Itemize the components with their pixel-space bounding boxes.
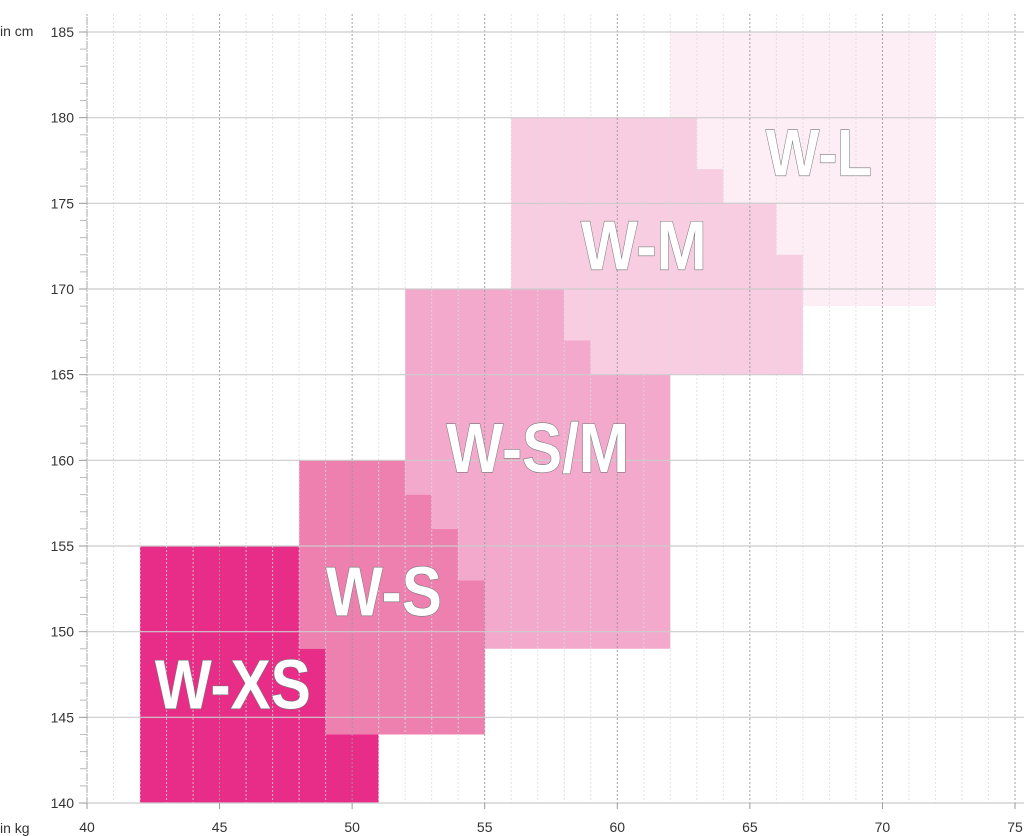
size-label-w-m: W-M xyxy=(581,206,707,284)
x-tick-label: 75 xyxy=(1007,819,1023,835)
region-w-s-m xyxy=(405,289,671,649)
region-w-xs xyxy=(140,546,379,803)
x-tick-label: 40 xyxy=(79,819,95,835)
region-w-m xyxy=(511,117,803,375)
y-tick-label: 165 xyxy=(51,367,75,383)
x-axis-label: in kg xyxy=(0,820,30,836)
x-tick-label: 55 xyxy=(477,819,493,835)
size-regions xyxy=(140,32,936,803)
x-tick-label: 60 xyxy=(609,819,625,835)
axes: 140 145 150 155 160 165 170 175 180 185 40 45 50 55 60… xyxy=(51,14,1024,835)
x-tick-label: 45 xyxy=(212,819,228,835)
y-tick-label: 140 xyxy=(51,795,75,811)
y-axis-label: in cm xyxy=(0,23,33,39)
x-tick-label: 70 xyxy=(875,819,891,835)
y-tick-label: 155 xyxy=(51,538,75,554)
size-label-w-xs: W-XS xyxy=(155,645,311,723)
x-tick-label: 65 xyxy=(742,819,758,835)
grid xyxy=(86,14,1024,804)
y-tick-label: 160 xyxy=(51,452,75,468)
x-tick-label: 50 xyxy=(344,819,360,835)
size-label-w-s-m: W-S/M xyxy=(446,409,629,487)
region-w-s xyxy=(299,460,485,735)
size-labels: W-XSW-SW-S/M W-M W-L xyxy=(154,116,872,724)
y-tick-label: 145 xyxy=(51,709,75,725)
region-w-l xyxy=(670,32,936,307)
y-tick-label: 150 xyxy=(51,624,75,640)
y-tick-label: 180 xyxy=(51,110,75,126)
y-tick-label: 170 xyxy=(51,281,75,297)
y-tick-label: 175 xyxy=(51,195,75,211)
y-tick-label: 185 xyxy=(51,24,75,40)
size-label-w-l: W-L xyxy=(766,117,872,191)
size-label-w-s: W-S xyxy=(326,552,442,630)
